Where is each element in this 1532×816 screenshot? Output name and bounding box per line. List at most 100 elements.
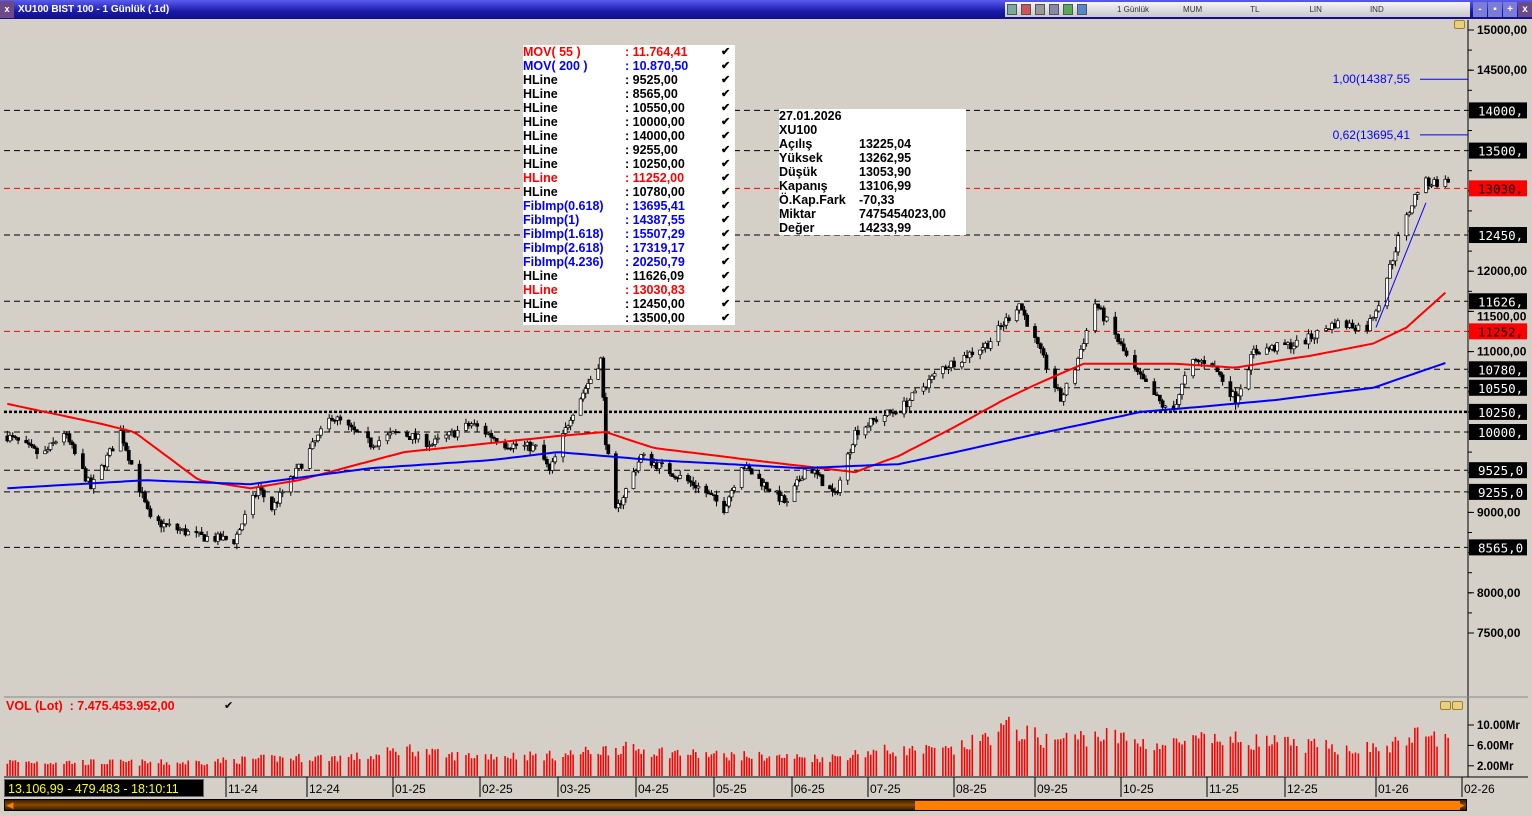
visibility-check-icon[interactable]: ✔ <box>721 116 731 128</box>
hline-price-label: 10000, <box>1478 425 1523 440</box>
visibility-check-icon[interactable]: ✔ <box>721 172 731 184</box>
close-chart-button[interactable]: x <box>0 1 14 18</box>
candle-body <box>1393 251 1398 262</box>
visibility-check-icon[interactable]: ✔ <box>721 200 731 212</box>
candle-body <box>1385 277 1389 307</box>
restore-button[interactable]: ▪ <box>1488 2 1502 17</box>
candle-body <box>54 441 58 444</box>
price-panel-button[interactable] <box>1454 20 1465 29</box>
candle-body <box>636 461 641 472</box>
candle-body <box>1180 383 1184 395</box>
scroll-left-icon[interactable]: ◀ <box>6 800 14 810</box>
info-row: Açılış 13225,04 <box>779 137 946 151</box>
visibility-check-icon[interactable]: ✔ <box>721 46 731 58</box>
format-icon[interactable] <box>1035 4 1045 15</box>
currency-selector[interactable]: TL <box>1250 5 1260 14</box>
candle-body <box>396 431 401 434</box>
volume-visible-checkbox[interactable]: ✔ <box>224 700 234 712</box>
candle-body <box>1344 320 1349 328</box>
mov55-line <box>7 291 1447 490</box>
candle-body <box>1177 394 1182 405</box>
info-row: Ö.Kap.Fark -70,33 <box>779 193 946 207</box>
draw-icon[interactable] <box>1063 4 1073 15</box>
tools-icon[interactable] <box>1021 4 1031 15</box>
legend-item: MOV( 200 ): 10.870,50 ✔ <box>523 59 731 73</box>
zoom-icon[interactable] <box>1077 4 1087 15</box>
maximize-button[interactable]: + <box>1503 2 1517 17</box>
candle-body <box>1194 359 1198 361</box>
visibility-check-icon[interactable]: ✔ <box>721 74 731 86</box>
scrollbar-thumb[interactable] <box>915 801 1460 810</box>
candle-body <box>1347 322 1352 328</box>
candle-body <box>782 495 787 503</box>
candle-body <box>757 473 762 479</box>
candle-body <box>830 488 835 492</box>
visibility-check-icon[interactable]: ✔ <box>721 270 731 282</box>
visibility-check-icon[interactable]: ✔ <box>721 298 731 310</box>
time-scrollbar[interactable]: ◀ ▶ <box>4 799 1467 811</box>
candle-body <box>1353 327 1358 331</box>
legend-name: FibImp(4.236) <box>523 255 604 269</box>
visibility-check-icon[interactable]: ✔ <box>721 88 731 100</box>
candle-body <box>1025 314 1030 327</box>
candle-body <box>1415 192 1420 195</box>
info-row: Yüksek 13262,95 <box>779 151 946 165</box>
volume-close-button[interactable] <box>1452 701 1463 710</box>
candle-body <box>970 351 975 356</box>
window-buttons: - ▪ + x <box>1472 2 1532 17</box>
period-selector[interactable]: 1 Günlük <box>1117 5 1150 14</box>
visibility-check-icon[interactable]: ✔ <box>721 144 731 156</box>
visibility-check-icon[interactable]: ✔ <box>721 158 731 170</box>
candle-body <box>691 481 696 486</box>
candle-body <box>678 474 683 479</box>
legend-value: : 13500,00 <box>625 311 685 325</box>
legend-value: : 14000,00 <box>625 129 685 143</box>
candle-body <box>1324 328 1328 331</box>
candle-body <box>29 443 34 447</box>
candle-body <box>205 536 209 542</box>
visibility-check-icon[interactable]: ✔ <box>721 60 731 72</box>
date-tick-label: 01-25 <box>395 782 426 796</box>
legend-name: MOV( 55 ) <box>523 45 581 59</box>
visibility-check-icon[interactable]: ✔ <box>721 312 731 324</box>
date-tick-label: 07-25 <box>870 782 901 796</box>
indicators-selector[interactable]: IND <box>1369 5 1384 14</box>
settings-icon[interactable] <box>1007 4 1017 15</box>
volume-label: VOL (Lot) : 7.475.453.952,00 <box>6 699 175 713</box>
candle-body <box>1356 324 1361 331</box>
candle-body <box>299 463 304 469</box>
volume-panel-button[interactable] <box>1440 701 1451 710</box>
close-window-button[interactable]: x <box>1518 2 1532 17</box>
scale-selector[interactable]: LIN <box>1309 5 1322 14</box>
candle-body <box>888 409 893 413</box>
date-tick-label: 12-25 <box>1287 782 1318 796</box>
candle-body <box>294 468 299 478</box>
visibility-check-icon[interactable]: ✔ <box>721 102 731 114</box>
visibility-check-icon[interactable]: ✔ <box>721 284 731 296</box>
scroll-right-icon[interactable]: ▶ <box>1457 800 1465 810</box>
chart-type-selector[interactable]: MUM <box>1183 5 1203 14</box>
price-tick-label: 11500,00 <box>1477 309 1527 323</box>
visibility-check-icon[interactable]: ✔ <box>721 186 731 198</box>
candle-body <box>578 398 583 416</box>
candle-body <box>1135 367 1140 373</box>
mov200-line <box>7 362 1446 490</box>
candle-body <box>83 468 88 482</box>
candle-body <box>234 533 239 545</box>
visibility-check-icon[interactable]: ✔ <box>721 130 731 142</box>
visibility-check-icon[interactable]: ✔ <box>721 242 731 254</box>
legend-value: : 20250,79 <box>625 255 685 269</box>
candle-body <box>319 428 323 436</box>
legend-item: HLine: 10550,00 ✔ <box>523 101 731 115</box>
visibility-check-icon[interactable]: ✔ <box>721 256 731 268</box>
candle-body <box>162 523 166 528</box>
visibility-check-icon[interactable]: ✔ <box>721 214 731 226</box>
legend-item: HLine: 12450,00 ✔ <box>523 297 731 311</box>
price-tick-label: 7500,00 <box>1477 626 1521 640</box>
price-tick-label: 14500,00 <box>1477 63 1527 77</box>
grid-icon[interactable] <box>1049 4 1059 15</box>
minimize-button[interactable]: - <box>1473 2 1487 17</box>
visibility-check-icon[interactable]: ✔ <box>721 228 731 240</box>
candle-body <box>1104 316 1109 322</box>
